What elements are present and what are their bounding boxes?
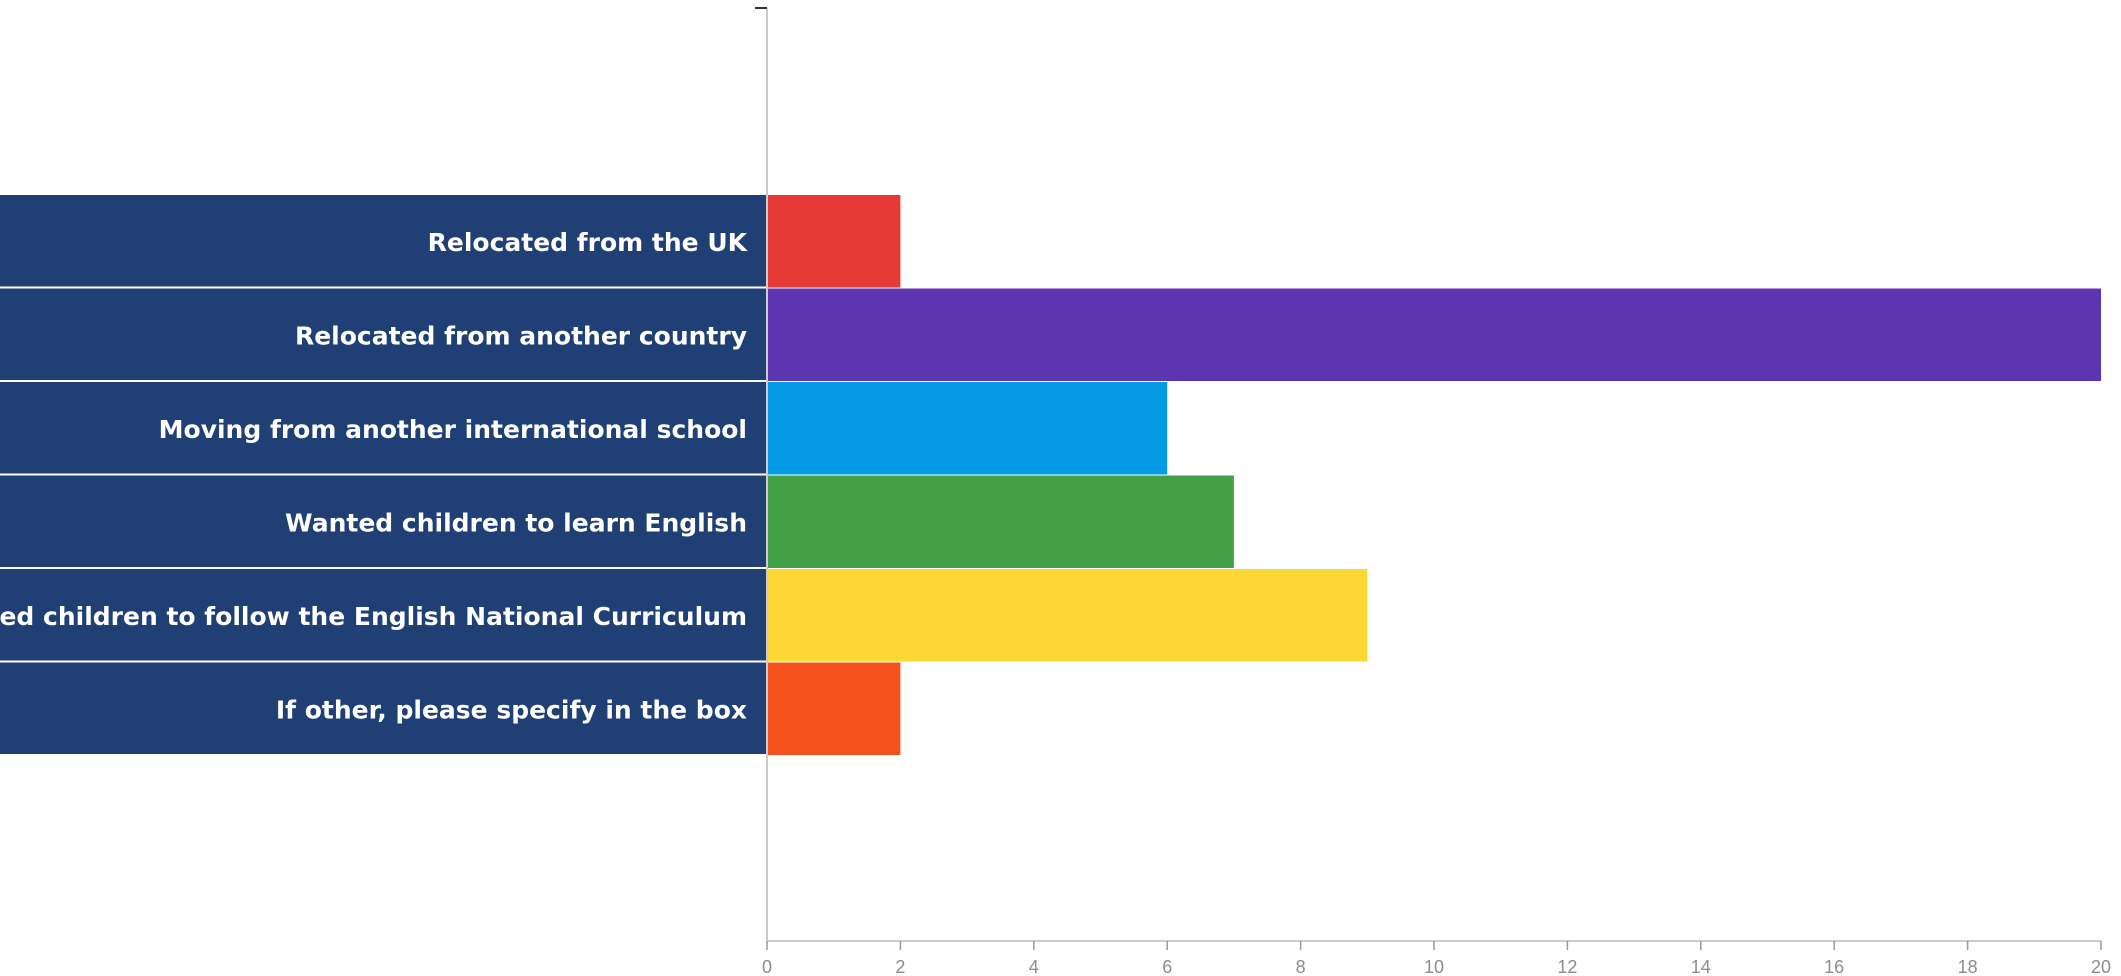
category-label-panel	[0, 569, 767, 661]
bar	[767, 382, 1168, 475]
category-label-panel	[0, 195, 767, 287]
x-tick-label: 10	[1424, 957, 1444, 976]
category-label: Wanted children to follow the English Na…	[0, 602, 747, 631]
category-label-panel	[0, 662, 767, 754]
category-label: Relocated from another country	[295, 321, 747, 350]
category-label: If other, please specify in the box	[276, 695, 747, 724]
x-tick-label: 20	[2091, 957, 2111, 976]
category-labels: Relocated from the UK Relocated from anot…	[0, 228, 749, 725]
x-tick-label: 12	[1557, 957, 1577, 976]
bar	[767, 288, 2101, 381]
bar	[767, 569, 1368, 662]
x-tick-label: 2	[895, 957, 905, 976]
x-tick-label: 0	[762, 957, 772, 976]
x-tick-label: 18	[1958, 957, 1978, 976]
category-label-panel	[0, 475, 767, 567]
x-axis-ticks: 0 2 4 6 8 10 12 14 16 18 20	[762, 941, 2111, 976]
bar-series	[767, 195, 2101, 755]
x-tick-label: 4	[1029, 957, 1039, 976]
category-label-panel	[0, 382, 767, 474]
category-label-panels	[0, 195, 767, 754]
category-label: Relocated from the UK	[428, 228, 749, 257]
category-label: Moving from another international school	[159, 415, 747, 444]
x-tick-label: 8	[1296, 957, 1306, 976]
category-label-panel	[0, 288, 767, 380]
x-tick-label: 16	[1824, 957, 1844, 976]
x-tick-label: 6	[1162, 957, 1172, 976]
bar	[767, 195, 901, 288]
category-label: Wanted children to learn English	[285, 508, 747, 537]
x-tick-label: 14	[1691, 957, 1711, 976]
bar	[767, 475, 1234, 568]
bar	[767, 662, 901, 755]
